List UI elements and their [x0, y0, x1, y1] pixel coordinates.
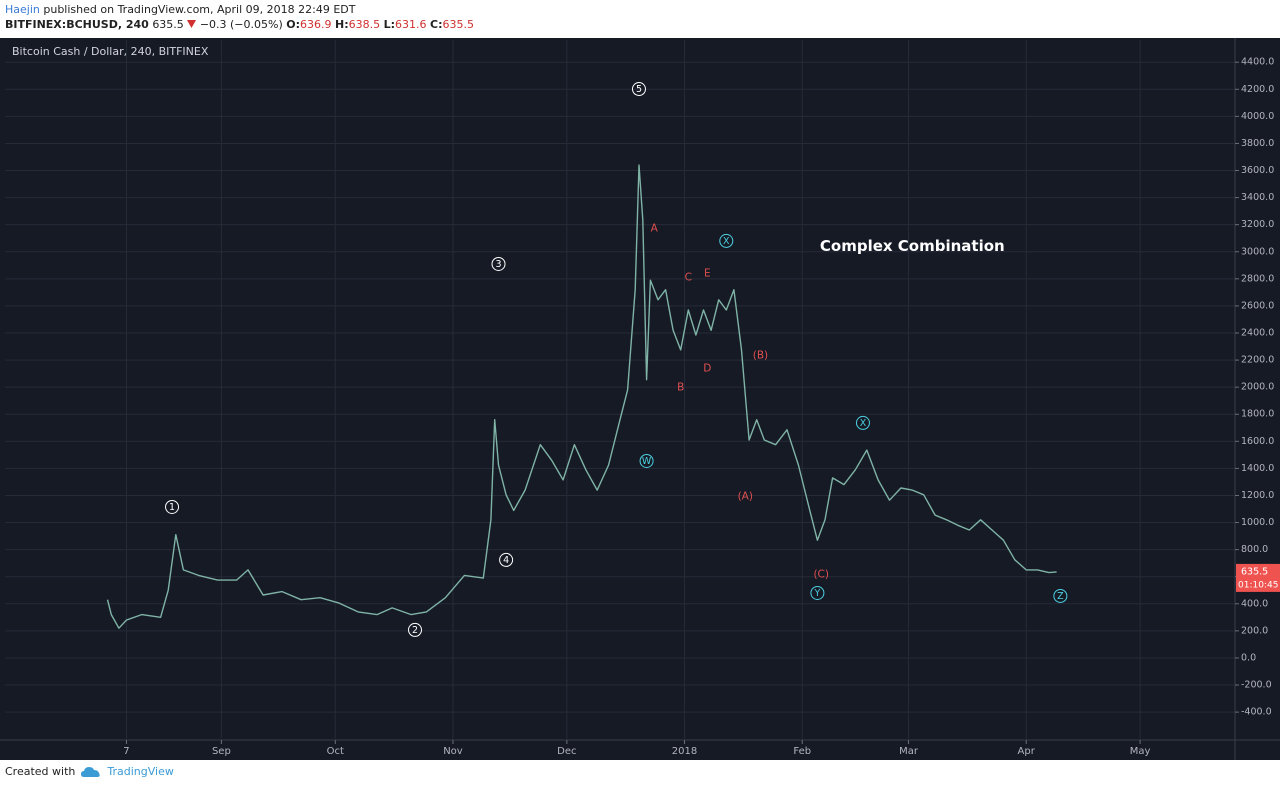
- wave-label: E: [704, 268, 711, 280]
- price-line: [106, 164, 1057, 629]
- chart-background: [0, 38, 1280, 760]
- y-tick-label: 3600.0: [1241, 165, 1274, 176]
- wave-label: C: [685, 271, 692, 283]
- y-tick-label: 0.0: [1241, 652, 1256, 663]
- y-tick-label: 1600.0: [1241, 436, 1274, 447]
- logo: [81, 766, 101, 777]
- wave-label: Z: [1057, 591, 1064, 602]
- ohlc-label: H:: [335, 18, 349, 31]
- chart: Bitcoin Cash / Dollar, 240, BITFINEX -40…: [0, 38, 1280, 760]
- y-tick-label: 3400.0: [1241, 192, 1274, 203]
- x-tick-label: Apr: [1018, 746, 1036, 757]
- footer: Created with TradingView: [5, 765, 174, 778]
- y-tick-label: 3800.0: [1241, 138, 1274, 149]
- y-tick-label: 4000.0: [1241, 111, 1274, 122]
- x-tick-label: 7: [123, 746, 129, 757]
- ohlc-label: O:: [286, 18, 301, 31]
- wave-circle: [408, 622, 422, 637]
- y-tick-label: 1000.0: [1241, 517, 1274, 528]
- x-tick-label: May: [1130, 746, 1151, 757]
- x-tick-label: Mar: [899, 746, 919, 757]
- y-tick-label: 200.0: [1241, 625, 1268, 636]
- wave-label: A: [651, 222, 659, 234]
- wave-circle: [810, 585, 825, 600]
- wave-circle: [631, 82, 646, 97]
- change: −0.3 (−0.05%): [199, 18, 283, 31]
- y-tick-label: 400.0: [1241, 598, 1268, 609]
- y-tick-label: 3000.0: [1241, 246, 1274, 257]
- ohlc-value: 631.6: [395, 18, 427, 31]
- ohlc-value: 638.5: [348, 18, 381, 31]
- y-tick-label: 2600.0: [1241, 300, 1274, 311]
- wave-circle: [639, 453, 654, 468]
- wave-label: Complex Combination: [820, 237, 1005, 255]
- header: Haejin published on TradingView.com, Apr…: [5, 2, 474, 32]
- y-tick-label: 800.0: [1241, 544, 1268, 555]
- down-arrow: [187, 20, 197, 28]
- wave-circle: [719, 233, 734, 248]
- wave-label: (C): [813, 569, 829, 581]
- y-tick-label: 2200.0: [1241, 355, 1274, 366]
- ohlc-label: C:: [430, 18, 443, 31]
- y-tick-label: 4400.0: [1241, 57, 1274, 68]
- countdown: 01:10:45: [1238, 580, 1278, 590]
- wave-label: B: [677, 382, 684, 394]
- x-tick-label: Sep: [212, 746, 231, 757]
- y-tick-label: 1200.0: [1241, 490, 1274, 501]
- wave-circle: [855, 415, 870, 430]
- y-tick-label: -200.0: [1241, 680, 1272, 691]
- publish-info: published on TradingView.com, April 09, …: [43, 3, 356, 16]
- ohlc-label: L:: [383, 18, 396, 31]
- wave-label: 2: [412, 625, 418, 636]
- y-tick-label: 4200.0: [1241, 84, 1274, 95]
- y-tick-label: 3200.0: [1241, 219, 1274, 230]
- wave-label: 5: [636, 84, 642, 95]
- price: 635.5: [152, 18, 184, 31]
- y-tick-label: -400.0: [1241, 707, 1272, 718]
- wave-label: (B): [753, 349, 768, 361]
- brand[interactable]: TradingView: [107, 765, 174, 778]
- wave-label: X: [723, 236, 730, 247]
- wave-label: 1: [169, 502, 175, 513]
- chart-title: Bitcoin Cash / Dollar, 240, BITFINEX: [12, 45, 209, 58]
- wave-circle: [1053, 588, 1068, 603]
- last-price-box: [1236, 563, 1280, 592]
- wave-circle: [499, 552, 514, 567]
- x-tick-label: Oct: [327, 746, 344, 757]
- last-price: 635.5: [1241, 566, 1268, 577]
- wave-label: W: [642, 456, 652, 467]
- wave-label: (A): [738, 491, 753, 503]
- wave-label: X: [860, 418, 867, 429]
- grid: [5, 40, 1235, 740]
- wave-circle: [491, 256, 506, 271]
- ohlc-value: 635.5: [442, 18, 475, 31]
- x-tick-label: Dec: [557, 746, 576, 757]
- author-link[interactable]: Haejin: [5, 3, 40, 16]
- y-tick-label: 2400.0: [1241, 327, 1274, 338]
- y-tick-label: 1400.0: [1241, 463, 1274, 474]
- publish-line: Haejin published on TradingView.com, Apr…: [5, 2, 474, 17]
- y-tick-label: 2800.0: [1241, 273, 1274, 284]
- wave-label: 4: [503, 555, 509, 566]
- wave-label: 3: [495, 259, 501, 270]
- y-tick-label: 1800.0: [1241, 409, 1274, 420]
- x-tick-label: 2018: [672, 746, 697, 757]
- x-tick-label: Feb: [793, 746, 811, 757]
- quote-line: BITFINEX:BCHUSD, 240 635.5 −0.3 (−0.05%)…: [5, 17, 474, 32]
- wave-label: Y: [814, 588, 821, 599]
- wave-label: D: [703, 362, 711, 374]
- x-tick-label: Nov: [443, 746, 463, 757]
- symbol: BITFINEX:BCHUSD, 240: [5, 18, 149, 31]
- y-tick-label: 2000.0: [1241, 382, 1274, 393]
- wave-circle: [165, 499, 180, 514]
- created-with: Created with: [5, 765, 76, 778]
- ohlc-value: 636.9: [300, 18, 332, 31]
